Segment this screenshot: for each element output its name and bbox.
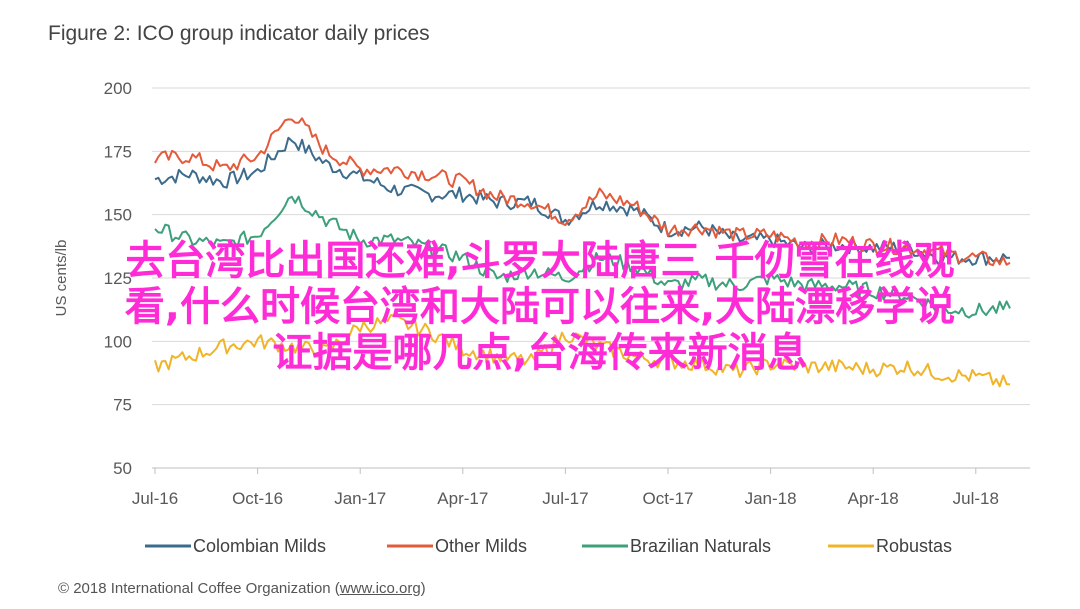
- overlay-line-1: 去台湾比出国还难,斗罗大陆唐三 千仞雪在线观: [125, 238, 955, 284]
- footer-suffix: ): [420, 580, 426, 597]
- x-tick-label: Apr-17: [437, 489, 488, 508]
- y-axis-label: US cents/lb: [53, 240, 70, 317]
- series-line-colombian-milds: [154, 136, 1011, 266]
- grid-lines: [152, 87, 1030, 406]
- overlay-line-3: 证据是哪几点,台海传来新消息: [272, 330, 808, 376]
- figure-title: Figure 2: ICO group indicator daily pric…: [48, 22, 430, 45]
- footer-prefix: © 2018 International Coffee Organization…: [58, 580, 340, 597]
- x-tick-label: Jan-18: [745, 489, 797, 508]
- legend-label: Brazilian Naturals: [630, 536, 771, 556]
- y-tick-label: 150: [104, 206, 132, 225]
- series-lines: [154, 117, 1011, 388]
- x-tick-label: Jul-17: [542, 489, 588, 508]
- x-tick-label: Jan-17: [334, 489, 386, 508]
- ico-website-link[interactable]: www.ico.org: [339, 580, 421, 597]
- series-line-robustas: [154, 314, 1011, 388]
- y-axis-ticks: 50 75 100 125 150 175 200: [104, 79, 132, 478]
- y-tick-label: 200: [104, 79, 132, 98]
- legend-label: Colombian Milds: [193, 536, 326, 556]
- y-tick-label: 175: [104, 142, 132, 161]
- overlay-caption: 去台湾比出国还难,斗罗大陆唐三 千仞雪在线观 看,什么时候台湾和大陆可以往来,大…: [20, 238, 1060, 376]
- x-axis-ticks: Jul-16 Oct-16 Jan-17 Apr-17 Jul-17 Oct-17 Jan-…: [132, 468, 999, 508]
- y-tick-label: 50: [113, 459, 132, 478]
- overlay-line-2: 看,什么时候台湾和大陆可以往来,大陆漂移学说: [124, 284, 956, 330]
- x-tick-label: Jul-16: [132, 489, 178, 508]
- series-line-brazilian-naturals: [154, 195, 1011, 319]
- series-line-other-milds: [154, 117, 1011, 267]
- legend-label: Other Milds: [435, 536, 527, 556]
- legend-label: Robustas: [876, 536, 952, 556]
- x-tick-label: Jul-18: [953, 489, 999, 508]
- y-tick-label: 75: [113, 396, 132, 415]
- x-tick-label: Apr-18: [848, 489, 899, 508]
- y-tick-label: 100: [104, 332, 132, 351]
- copyright-footer: © 2018 International Coffee Organization…: [58, 580, 426, 597]
- x-tick-label: Oct-17: [642, 489, 693, 508]
- y-tick-label: 125: [104, 269, 132, 288]
- legend: Colombian Milds Other Milds Brazilian Natu…: [145, 536, 952, 556]
- x-tick-label: Oct-16: [232, 489, 283, 508]
